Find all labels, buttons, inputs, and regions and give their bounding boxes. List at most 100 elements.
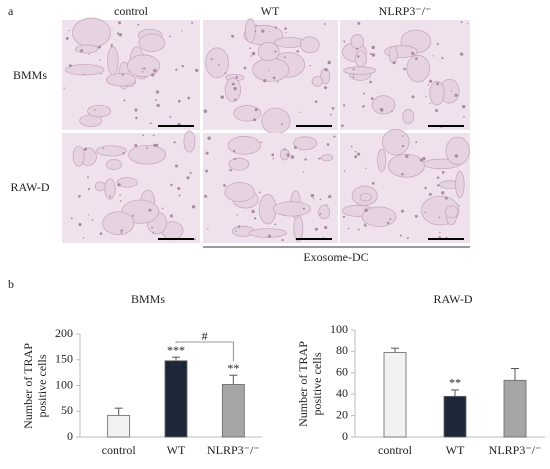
speck xyxy=(325,204,328,206)
speck xyxy=(254,30,257,33)
cell xyxy=(318,204,331,220)
speck xyxy=(411,95,415,99)
speck xyxy=(436,82,440,86)
chart-title: BMMs xyxy=(131,292,165,306)
speck xyxy=(415,141,418,144)
speck xyxy=(175,68,178,71)
speck xyxy=(189,171,192,174)
speck xyxy=(232,150,236,153)
speck xyxy=(260,141,263,143)
speck xyxy=(233,86,237,91)
speck xyxy=(365,167,367,169)
speck xyxy=(341,124,344,128)
speck xyxy=(371,181,375,185)
speck xyxy=(110,45,113,48)
speck xyxy=(353,73,355,76)
y-tick-label: 100 xyxy=(330,322,348,336)
speck xyxy=(370,97,374,100)
cell xyxy=(248,228,287,238)
column-label: WT xyxy=(261,4,280,18)
speck xyxy=(99,232,103,235)
speck xyxy=(87,187,91,191)
speck xyxy=(152,134,155,137)
speck xyxy=(88,53,90,55)
speck xyxy=(285,31,287,34)
speck xyxy=(369,52,372,56)
y-tick-label: 40 xyxy=(336,386,348,400)
panel-label: a xyxy=(8,4,14,18)
speck xyxy=(251,209,255,214)
speck xyxy=(386,221,390,225)
speck xyxy=(118,21,122,25)
cell xyxy=(105,72,137,87)
bracket-label: # xyxy=(202,329,208,343)
y-tick-label: 100 xyxy=(55,377,73,391)
speck xyxy=(425,96,427,98)
cell xyxy=(361,206,397,227)
speck xyxy=(450,90,453,92)
speck xyxy=(155,90,160,94)
speck xyxy=(313,198,315,200)
speck xyxy=(195,68,199,73)
speck xyxy=(436,43,439,46)
speck xyxy=(204,194,208,198)
x-tick-label: NLRP3⁻/⁻ xyxy=(489,443,542,457)
speck xyxy=(414,214,418,218)
speck xyxy=(369,80,372,84)
speck xyxy=(116,32,120,35)
speck xyxy=(318,157,321,160)
speck xyxy=(205,151,209,155)
speck xyxy=(342,104,346,107)
speck xyxy=(347,227,350,230)
speck xyxy=(152,231,154,234)
speck xyxy=(186,176,190,180)
speck xyxy=(283,148,286,151)
significance-label: ** xyxy=(449,376,461,390)
speck xyxy=(151,226,153,229)
speck xyxy=(331,106,335,110)
speck xyxy=(391,110,393,112)
speck xyxy=(251,51,256,56)
speck xyxy=(286,153,290,157)
speck xyxy=(454,93,458,97)
speck xyxy=(324,225,328,230)
cell xyxy=(387,153,425,178)
speck xyxy=(310,193,315,198)
speck xyxy=(461,104,466,109)
speck xyxy=(173,141,176,144)
speck xyxy=(343,170,346,172)
speck xyxy=(429,79,433,83)
speck xyxy=(322,236,325,238)
speck xyxy=(438,216,441,219)
speck xyxy=(371,53,376,57)
speck xyxy=(319,198,322,201)
speck xyxy=(68,64,72,68)
cell xyxy=(293,215,304,242)
cell xyxy=(311,76,324,87)
speck xyxy=(424,186,427,190)
cell xyxy=(65,64,105,76)
cell xyxy=(74,44,99,54)
speck xyxy=(363,92,366,95)
cell xyxy=(224,182,255,203)
speck xyxy=(458,204,461,207)
speck xyxy=(281,238,284,242)
speck xyxy=(154,99,157,102)
speck xyxy=(324,86,328,90)
cell xyxy=(445,136,470,165)
speck xyxy=(117,183,121,187)
cell xyxy=(274,37,305,48)
cell xyxy=(96,145,127,157)
speck xyxy=(296,49,300,53)
cell xyxy=(128,144,167,165)
cell xyxy=(354,50,367,68)
cell xyxy=(205,47,230,78)
speck xyxy=(234,157,237,161)
speck xyxy=(87,176,89,179)
speck xyxy=(281,123,283,126)
speck xyxy=(400,209,405,213)
speck xyxy=(235,76,239,79)
speck xyxy=(392,61,396,65)
cell xyxy=(107,46,119,76)
